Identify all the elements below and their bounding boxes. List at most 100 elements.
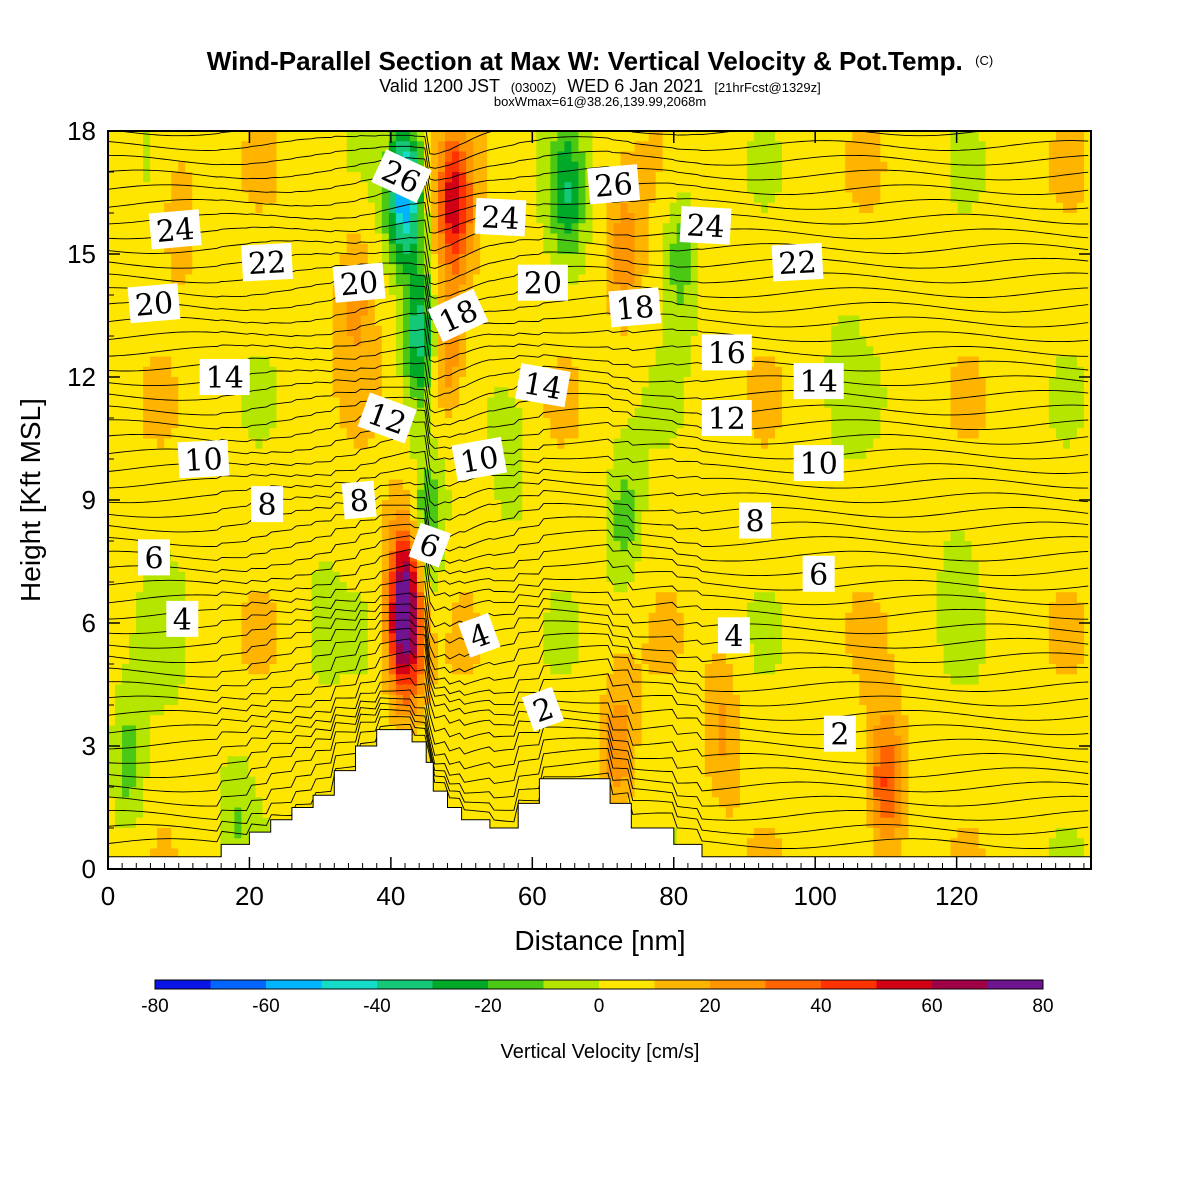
velocity-cell <box>438 336 446 347</box>
velocity-cell <box>129 407 137 419</box>
velocity-cell <box>206 264 214 276</box>
velocity-cell <box>255 623 264 634</box>
velocity-cell <box>416 623 425 634</box>
velocity-cell <box>522 715 530 727</box>
velocity-cell <box>164 336 172 347</box>
velocity-cell <box>466 766 474 778</box>
velocity-cell <box>150 469 158 481</box>
velocity-cell <box>585 746 594 757</box>
velocity-cell <box>388 489 397 501</box>
velocity-cell <box>304 448 313 460</box>
velocity-cell <box>108 202 116 214</box>
velocity-cell <box>487 756 495 768</box>
velocity-cell <box>262 551 271 563</box>
velocity-cell <box>115 500 123 511</box>
velocity-cell <box>304 305 313 317</box>
velocity-cell <box>129 182 137 194</box>
velocity-cell <box>522 592 530 604</box>
velocity-cell <box>480 377 488 388</box>
velocity-cell <box>136 223 144 235</box>
velocity-cell <box>213 182 221 194</box>
velocity-cell <box>290 131 299 142</box>
velocity-cell <box>220 213 228 224</box>
velocity-cell <box>550 735 558 747</box>
velocity-cell <box>234 705 243 716</box>
velocity-cell <box>220 428 228 440</box>
velocity-cell <box>290 366 299 378</box>
velocity-cell <box>108 274 116 286</box>
velocity-cell <box>171 664 179 675</box>
velocity-cell <box>185 530 193 542</box>
velocity-cell <box>332 541 341 552</box>
velocity-cell <box>578 192 587 204</box>
velocity-cell <box>199 787 207 798</box>
velocity-cell <box>269 274 278 286</box>
velocity-cell <box>339 551 348 563</box>
velocity-cell <box>283 735 292 747</box>
velocity-cell <box>290 182 299 194</box>
velocity-cell <box>129 489 137 501</box>
velocity-cell <box>592 254 601 265</box>
velocity-cell <box>311 766 320 778</box>
velocity-cell <box>480 684 488 696</box>
velocity-cell <box>150 131 158 142</box>
velocity-cell <box>185 315 193 327</box>
velocity-cell <box>206 561 214 573</box>
velocity-cell <box>592 243 601 255</box>
velocity-cell <box>445 489 453 501</box>
velocity-cell <box>206 623 214 634</box>
velocity-cell <box>339 612 348 624</box>
velocity-cell <box>564 612 573 624</box>
velocity-cell <box>311 653 320 665</box>
velocity-cell <box>529 797 537 809</box>
velocity-cell <box>508 766 516 778</box>
velocity-cell <box>290 510 299 522</box>
velocity-cell <box>304 664 313 675</box>
velocity-cell <box>283 407 292 419</box>
velocity-cell <box>234 776 243 788</box>
velocity-cell <box>115 766 123 778</box>
velocity-cell <box>445 766 453 778</box>
velocity-cell <box>143 520 151 532</box>
velocity-cell <box>115 633 123 645</box>
velocity-cell <box>346 254 355 265</box>
velocity-cell <box>585 561 594 573</box>
velocity-cell <box>206 828 214 839</box>
velocity-cell <box>220 336 228 347</box>
velocity-cell <box>494 817 502 829</box>
velocity-cell <box>115 243 123 255</box>
velocity-cell <box>178 325 186 337</box>
velocity-cell <box>108 643 116 655</box>
velocity-cell <box>536 192 544 204</box>
velocity-cell <box>494 776 502 788</box>
velocity-cell <box>192 243 200 255</box>
velocity-cell <box>262 192 271 204</box>
velocity-cell <box>241 192 250 204</box>
velocity-cell <box>248 346 257 358</box>
velocity-cell <box>529 735 537 747</box>
velocity-cell <box>360 643 369 655</box>
velocity-cell <box>550 459 558 470</box>
velocity-cell <box>143 407 151 419</box>
velocity-cell <box>543 735 551 747</box>
velocity-cell <box>227 161 235 173</box>
velocity-cell <box>346 725 355 737</box>
velocity-cell <box>269 623 278 634</box>
velocity-cell <box>571 315 580 327</box>
velocity-cell <box>360 602 369 614</box>
velocity-cell <box>290 254 299 265</box>
velocity-cell <box>564 264 573 276</box>
velocity-cell <box>150 346 158 358</box>
velocity-cell <box>325 674 334 686</box>
velocity-cell <box>564 151 573 163</box>
velocity-cell <box>248 233 257 245</box>
velocity-cell <box>395 694 404 706</box>
velocity-cell <box>409 264 418 276</box>
velocity-cell <box>199 520 207 532</box>
velocity-cell <box>346 141 355 153</box>
velocity-cell <box>122 674 130 686</box>
velocity-cell <box>388 192 397 204</box>
velocity-cell <box>304 582 313 593</box>
velocity-cell <box>508 254 516 265</box>
velocity-cell <box>290 141 299 153</box>
